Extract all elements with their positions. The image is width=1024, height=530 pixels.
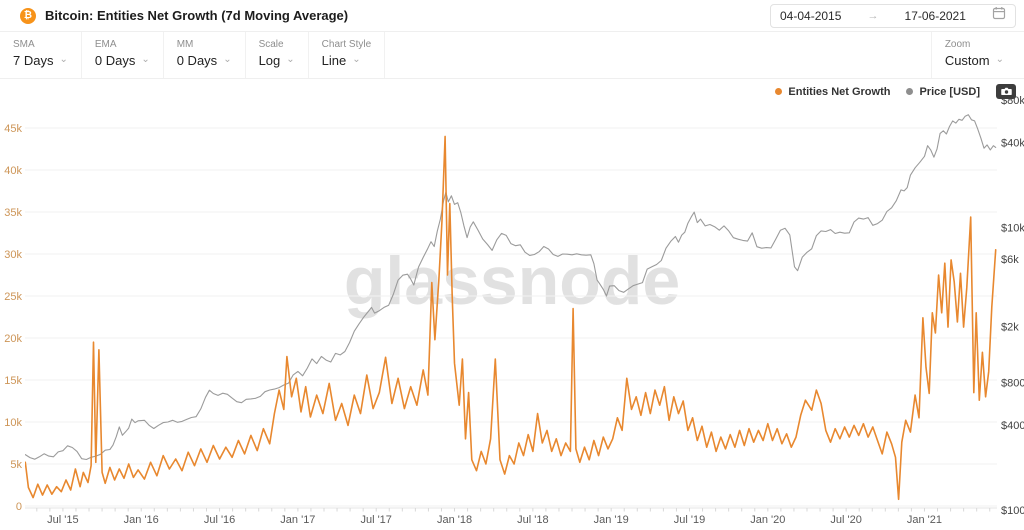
zoom-value: Custom xyxy=(944,53,990,68)
svg-text:Jan '18: Jan '18 xyxy=(437,514,472,526)
svg-text:25k: 25k xyxy=(4,291,22,303)
svg-text:Jul '15: Jul '15 xyxy=(47,514,78,526)
svg-text:35k: 35k xyxy=(4,207,22,219)
svg-text:40k: 40k xyxy=(4,165,22,177)
chart-style-dropdown[interactable]: Chart Style Line ⌄ xyxy=(309,32,386,78)
svg-text:$400: $400 xyxy=(1001,420,1024,432)
svg-text:Jul '17: Jul '17 xyxy=(360,514,391,526)
glassnode-watermark: glassnode xyxy=(343,243,681,319)
scale-label: Scale xyxy=(258,39,284,50)
svg-text:$10k: $10k xyxy=(1001,223,1024,235)
scale-dropdown[interactable]: Scale Log ⌄ xyxy=(246,32,309,78)
svg-text:Jul '19: Jul '19 xyxy=(674,514,705,526)
sma-dropdown[interactable]: SMA 7 Days ⌄ xyxy=(0,32,82,78)
title-wrap: ₿ Bitcoin: Entities Net Growth (7d Movin… xyxy=(20,7,349,24)
svg-text:Jan '20: Jan '20 xyxy=(750,514,785,526)
svg-text:Jul '18: Jul '18 xyxy=(517,514,548,526)
toolbar-spacer xyxy=(385,32,931,78)
page-title: Bitcoin: Entities Net Growth (7d Moving … xyxy=(45,8,349,23)
svg-text:Jan '19: Jan '19 xyxy=(594,514,629,526)
svg-text:Jan '16: Jan '16 xyxy=(124,514,159,526)
entities-series-dot-icon xyxy=(775,88,783,95)
mm-label: MM xyxy=(176,39,194,50)
chevron-down-icon: ⌄ xyxy=(352,53,361,65)
svg-text:$100: $100 xyxy=(1001,505,1024,517)
date-from-input[interactable]: 04-04-2015 xyxy=(780,8,842,23)
svg-text:20k: 20k xyxy=(4,333,22,345)
svg-text:$2k: $2k xyxy=(1001,321,1019,333)
ema-dropdown[interactable]: EMA 0 Days ⌄ xyxy=(82,32,164,78)
svg-text:$6k: $6k xyxy=(1001,254,1019,266)
bitcoin-icon: ₿ xyxy=(20,7,36,24)
sma-value: 7 Days xyxy=(13,53,54,68)
chart-plot[interactable]: 0 5k 10k 15k 20k 25k 30k 35k 40k 45k Jul '15 Jan '1… xyxy=(0,79,1024,530)
legend-item-price[interactable]: Price [USD] xyxy=(906,86,980,98)
legend-price-label: Price [USD] xyxy=(919,85,980,98)
svg-text:10k: 10k xyxy=(4,417,22,429)
legend-entities-label: Entities Net Growth xyxy=(788,85,891,98)
svg-text:$40k: $40k xyxy=(1001,138,1024,150)
header: ₿ Bitcoin: Entities Net Growth (7d Movin… xyxy=(0,0,1024,32)
svg-text:Jul '20: Jul '20 xyxy=(830,514,861,526)
camera-button[interactable] xyxy=(996,84,1016,99)
svg-text:$800: $800 xyxy=(1001,377,1024,389)
zoom-dropdown[interactable]: Zoom Custom ⌄ xyxy=(930,32,1024,78)
chart-style-label: Chart Style xyxy=(321,39,372,50)
toolbar: SMA 7 Days ⌄ EMA 0 Days ⌄ MM 0 Days ⌄ Scale… xyxy=(0,32,1024,79)
ema-label: EMA xyxy=(94,39,117,50)
chart-legend: Entities Net Growth Price [USD] xyxy=(775,84,1016,99)
date-range-picker[interactable]: 04-04-2015 → 17-06-2021 xyxy=(770,3,1016,28)
legend-item-entities[interactable]: Entities Net Growth xyxy=(775,86,890,98)
price-series-dot-icon xyxy=(906,88,914,95)
mm-value: 0 Days xyxy=(176,53,218,68)
chevron-down-icon: ⌄ xyxy=(141,53,150,65)
svg-text:15k: 15k xyxy=(4,375,22,387)
mm-dropdown[interactable]: MM 0 Days ⌄ xyxy=(164,32,246,78)
svg-text:45k: 45k xyxy=(4,123,22,135)
camera-icon xyxy=(1000,87,1012,95)
chevron-down-icon: ⌄ xyxy=(59,53,68,65)
ema-value: 0 Days xyxy=(94,53,136,68)
svg-text:0: 0 xyxy=(16,501,22,513)
chevron-down-icon: ⌄ xyxy=(995,53,1004,65)
svg-text:30k: 30k xyxy=(4,249,22,261)
chart-area[interactable]: Entities Net Growth Price [USD] glassnod… xyxy=(0,79,1024,530)
chevron-down-icon: ⌄ xyxy=(223,53,232,65)
svg-text:Jan '17: Jan '17 xyxy=(280,514,315,526)
zoom-label: Zoom xyxy=(944,39,971,50)
chevron-down-icon: ⌄ xyxy=(286,53,295,65)
date-arrow-icon: → xyxy=(867,9,879,22)
scale-value: Log xyxy=(258,53,281,68)
svg-text:Jan '21: Jan '21 xyxy=(907,514,942,526)
chart-style-value: Line xyxy=(321,53,347,68)
svg-text:Jul '16: Jul '16 xyxy=(204,514,235,526)
date-to-input[interactable]: 17-06-2021 xyxy=(904,8,966,23)
svg-text:5k: 5k xyxy=(10,459,22,471)
sma-label: SMA xyxy=(13,39,35,50)
calendar-icon[interactable] xyxy=(992,6,1006,25)
